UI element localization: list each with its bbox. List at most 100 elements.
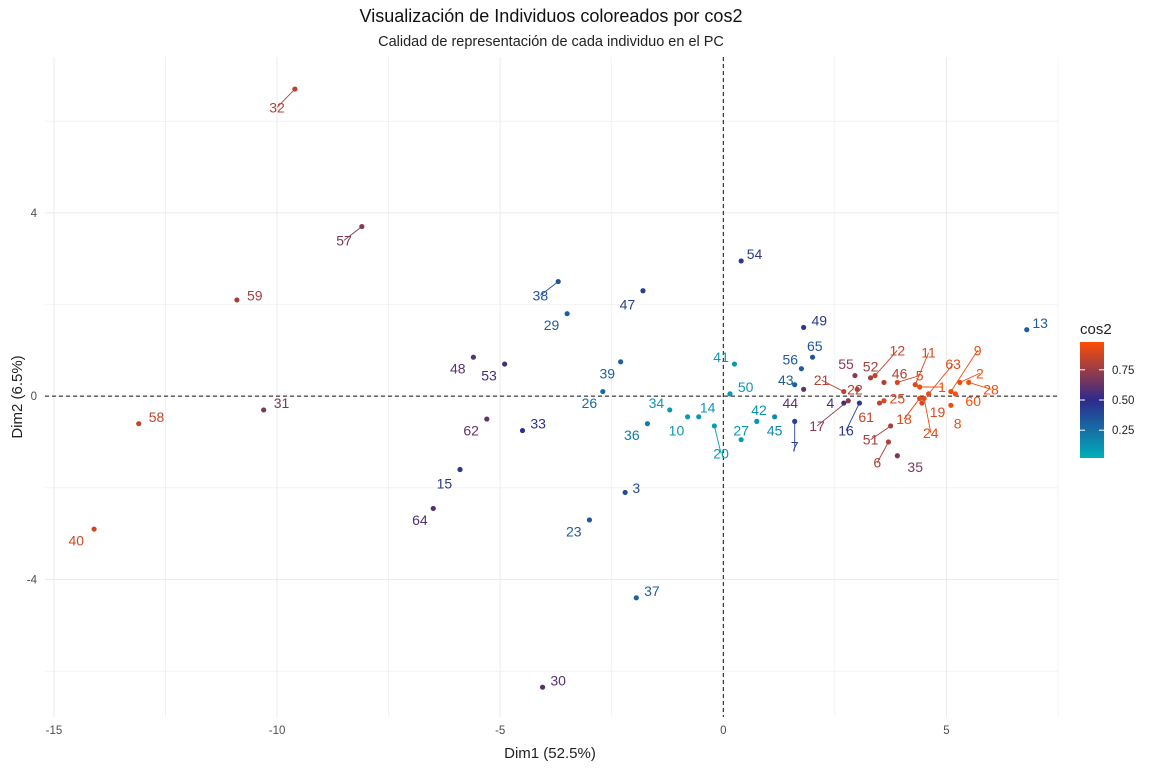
leader-line [928,363,954,395]
point-label: 63 [945,356,961,372]
point-label: 20 [713,445,729,461]
point-label: 26 [582,395,598,411]
point-label: 40 [68,533,84,549]
data-point [894,453,900,459]
data-point [618,359,624,365]
leader-line [876,441,889,463]
y-tick-label: 4 [31,208,38,220]
x-axis-label: Dim1 (52.5%) [504,745,596,762]
point-label: 21 [814,372,830,388]
leader-line [950,350,979,392]
y-tick-label: 0 [31,391,37,403]
x-tick-label: 0 [720,725,726,737]
data-point [894,379,900,386]
point-label: 22 [847,381,863,397]
x-tick-label: -10 [269,725,286,737]
point-label: 49 [811,313,827,329]
point-label: 11 [921,345,936,361]
data-point [852,372,858,379]
leader-line [903,398,921,420]
data-point [792,418,798,424]
point-label: 43 [778,372,794,388]
data-point [925,391,932,397]
data-point [952,391,958,397]
data-point [948,402,954,408]
point-label: 57 [336,232,352,248]
data-point [1024,327,1030,333]
x-tick-label: -5 [495,725,505,737]
point-label: 6 [873,455,881,471]
data-point [234,297,240,303]
data-point [640,288,646,294]
data-point [667,407,673,413]
point-label: 3 [632,480,640,496]
data-point [586,517,593,523]
point-label: 23 [566,523,582,539]
point-label: 1 [938,379,946,395]
data-point [948,388,954,395]
data-point [727,391,733,397]
point-label: 8 [954,416,962,432]
leader-line [540,281,559,296]
data-point [917,384,923,390]
point-label: 54 [747,246,763,262]
point-label: 2 [976,365,984,381]
data-point [484,416,490,422]
data-point [872,372,878,379]
legend-tick-label: 0.75 [1112,365,1134,377]
leader-line [874,350,898,376]
point-label: 7 [791,439,799,455]
leader-line [845,402,860,431]
data-point [519,427,526,434]
point-label: 46 [892,365,908,381]
data-point [912,382,918,388]
legend: cos2 0.25 0.50 0.75 [1080,321,1134,458]
point-label: 61 [858,409,874,425]
data-point [801,386,807,392]
point-label: 4 [827,395,835,411]
point-label: 56 [782,352,798,368]
point-label: 10 [669,423,685,439]
point-label: 25 [890,390,906,406]
x-tick-label: -15 [46,725,63,737]
point-label: 37 [644,583,660,599]
leader-line [713,425,722,454]
data-point [917,395,923,402]
point-label: 9 [974,342,982,358]
data-point [91,526,97,532]
data-point [430,505,436,512]
y-tick-label: -4 [27,575,38,587]
point-label: 14 [700,400,716,416]
data-points [91,86,1030,690]
data-point [685,414,691,420]
point-label: 39 [599,365,615,381]
leader-line [959,372,981,383]
point-label: 33 [530,416,546,432]
chart-subtitle: Calidad de representación de cada indivi… [378,34,724,50]
leader-line [343,226,363,241]
leader-line [870,425,891,441]
data-point [841,400,847,406]
point-label: 42 [751,402,767,418]
data-point [555,278,561,285]
data-point [711,423,717,429]
data-point [359,223,365,230]
point-label: 62 [463,423,479,439]
point-label: 24 [923,425,939,441]
data-point [798,366,805,372]
axis-ticks: -15 -10 -5 0 5 -4 0 4 [27,208,950,737]
data-point [136,421,142,427]
point-label: 65 [807,338,823,354]
data-point [622,489,628,496]
data-point [600,388,606,395]
data-point [919,400,925,406]
data-point [841,388,847,395]
point-label: 55 [838,356,854,372]
point-label: 28 [983,381,999,397]
point-label: 17 [809,418,825,434]
data-point [856,400,863,406]
leader-line [914,352,930,385]
point-label: 5 [916,368,924,384]
legend-title: cos2 [1080,321,1112,338]
data-point [261,407,267,413]
